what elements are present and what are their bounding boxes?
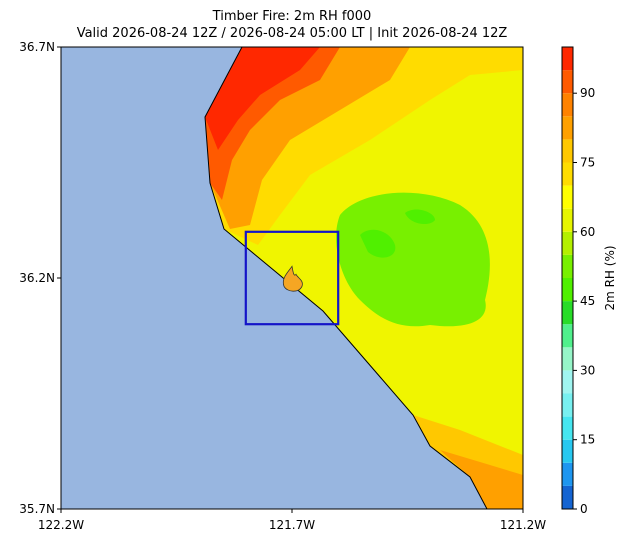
colorbar-segment (562, 185, 573, 209)
x-tick-label: 121.7W (269, 518, 315, 532)
colorbar-segment (562, 462, 573, 486)
colorbar-segment (562, 47, 573, 71)
colorbar-frame (561, 46, 574, 510)
colorbar-segment (562, 70, 573, 94)
colorbar-tick-label: 75 (580, 156, 595, 170)
colorbar-segment (562, 162, 573, 186)
colorbar-segment (562, 324, 573, 348)
colorbar-tick-label: 90 (580, 86, 595, 100)
y-tick-label: 35.7N (19, 502, 55, 516)
fire-box (244, 230, 340, 326)
colorbar-segment (562, 116, 573, 140)
ocean (61, 47, 487, 509)
contour-band (205, 47, 320, 150)
colorbar-tick-label: 0 (580, 502, 588, 516)
subtitle: Valid 2026-08-24 12Z / 2026-08-24 05:00 … (77, 26, 508, 41)
colorbar-tick-label: 45 (580, 294, 595, 308)
colorbar-segment (562, 139, 573, 163)
colorbar-segment (562, 370, 573, 394)
colorbar-segment (562, 254, 573, 278)
x-tick-label: 121.2W (500, 518, 546, 532)
coastline (204, 46, 488, 510)
colorbar-label: 2m RH (%) (603, 245, 617, 310)
colorbar-segment (562, 439, 573, 463)
y-tick-label: 36.7N (19, 40, 55, 54)
contour-band (440, 450, 523, 509)
y-tick-label: 36.2N (19, 271, 55, 285)
colorbar-segment (562, 93, 573, 117)
contour-band (405, 209, 435, 225)
colorbar-segment (562, 231, 573, 255)
colorbar-segment (562, 208, 573, 232)
colorbar-segment (562, 278, 573, 302)
contour-band (360, 229, 396, 258)
title: Timber Fire: 2m RH f000 (212, 9, 372, 24)
colorbar-tick-label: 30 (580, 363, 595, 377)
colorbar-segment (562, 301, 573, 325)
colorbar-tick-label: 60 (580, 225, 595, 239)
colorbar-tick-label: 15 (580, 433, 595, 447)
colorbar-segment (562, 485, 573, 509)
contour-band (336, 192, 490, 327)
fire-icon (282, 265, 303, 292)
x-tick-label: 122.2W (38, 518, 84, 532)
colorbar-segment (562, 416, 573, 440)
colorbar-segment (562, 347, 573, 371)
colorbar-segment (562, 393, 573, 417)
